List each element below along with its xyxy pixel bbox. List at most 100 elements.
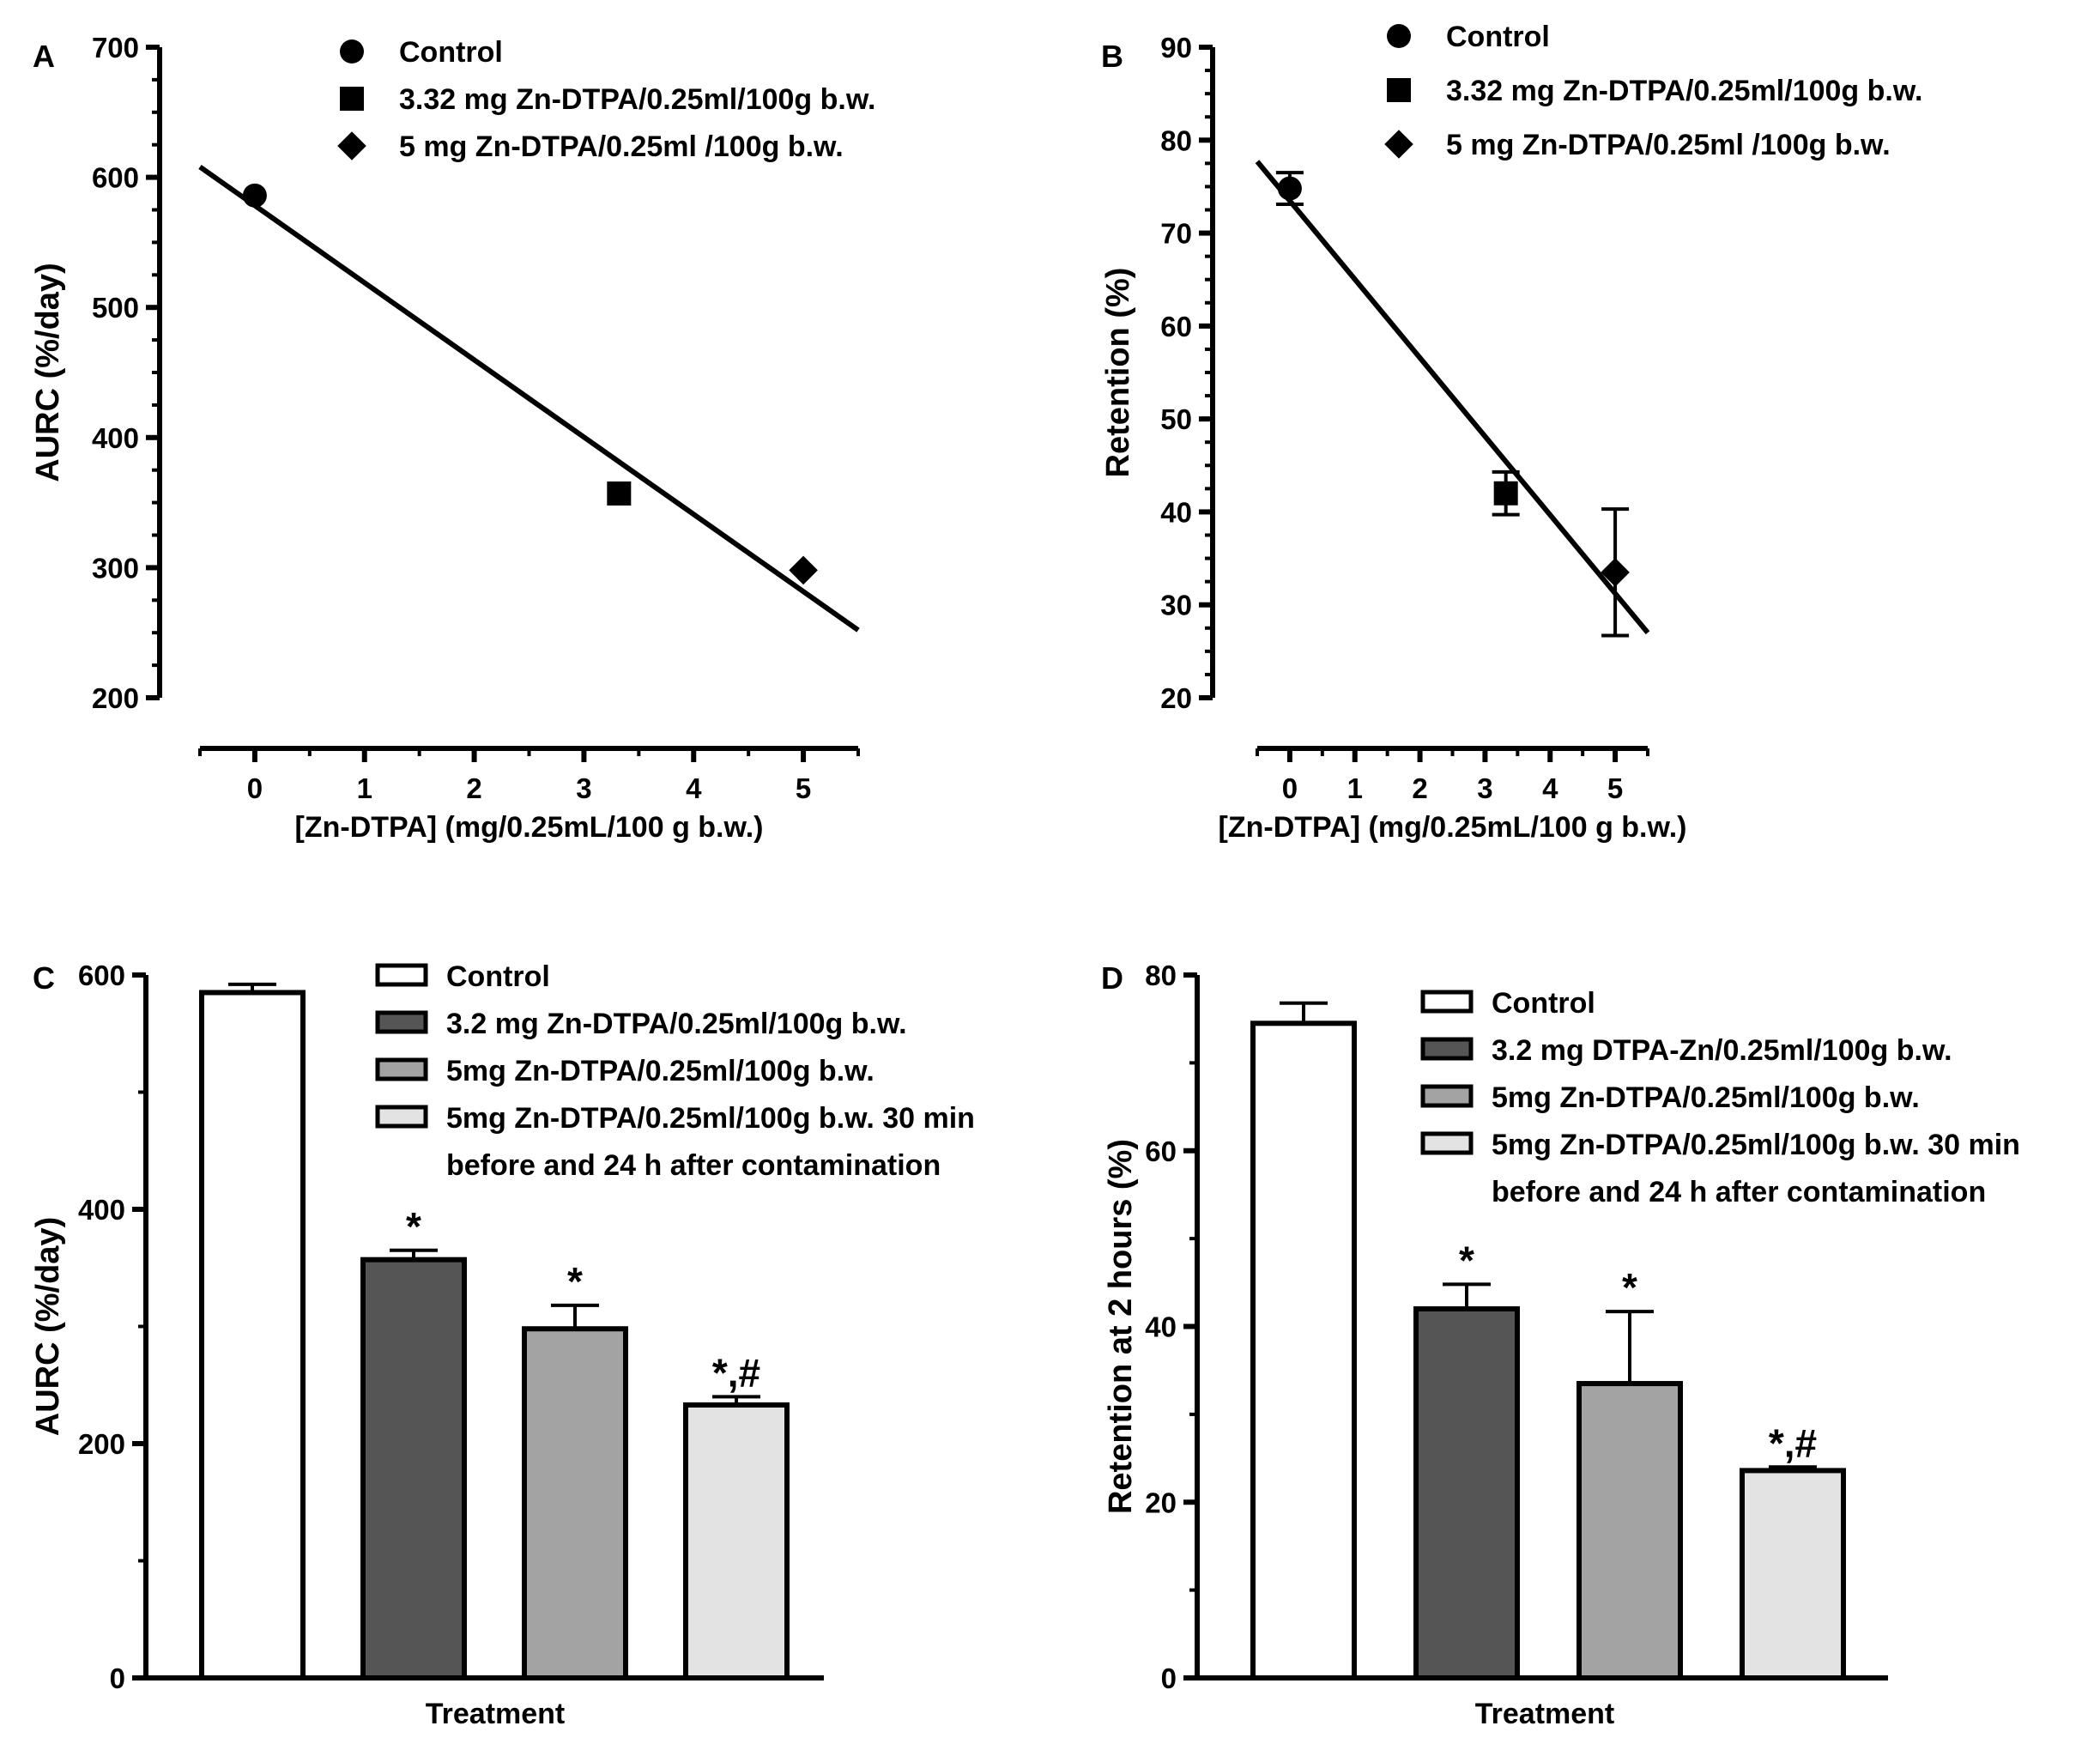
legend-marker <box>340 87 364 111</box>
legend-swatch <box>1420 1084 1474 1108</box>
x-tick-label: 1 <box>357 772 372 804</box>
x-tick-label: 1 <box>1347 772 1363 804</box>
data-point <box>607 481 632 506</box>
y-axis-label: AURC (%/day) <box>30 1217 66 1436</box>
y-tick-label: 90 <box>1160 32 1192 64</box>
y-tick-label: 600 <box>92 162 139 194</box>
y-tick-label: 50 <box>1160 403 1192 435</box>
y-axis-label: Retention (%) <box>1100 268 1136 478</box>
y-tick-label: 30 <box>1160 590 1192 621</box>
panel-letter: C <box>33 960 55 996</box>
data-point <box>1601 558 1630 587</box>
y-tick-label: 300 <box>92 552 139 584</box>
y-tick-label: 60 <box>1160 311 1192 342</box>
panel-d: D 0 20 40 60 80 * * *,# Treatment Retention at 2 h… <box>1101 960 2020 1730</box>
bar <box>1250 1020 1357 1680</box>
x-axis-label: [Zn-DTPA] (mg/0.25mL/100 g b.w.) <box>295 811 764 844</box>
x-axis-label: Treatment <box>426 1698 566 1730</box>
legend-label: 5mg Zn-DTPA/0.25ml/100g b.w. 30 min <box>446 1102 975 1135</box>
significance-label: *,# <box>1769 1420 1817 1465</box>
legend-label: 5mg Zn-DTPA/0.25ml/100g b.w. 30 min <box>1492 1129 2020 1161</box>
regression-line <box>1255 160 1650 635</box>
bar <box>522 1326 628 1680</box>
y-axis-label: AURC (%/day) <box>30 263 66 481</box>
legend-marker <box>1387 78 1411 102</box>
legend-swatch <box>375 1010 428 1034</box>
legend-label: Control <box>1446 21 1550 53</box>
y-tick-label: 40 <box>1145 1311 1177 1343</box>
legend-swatch <box>375 963 428 987</box>
legend-marker <box>337 131 366 160</box>
legend-swatch <box>1420 990 1474 1014</box>
significance-label: *,# <box>712 1350 760 1395</box>
x-tick-label: 4 <box>1542 772 1558 804</box>
legend-swatch <box>375 1105 428 1129</box>
y-tick-label: 80 <box>1145 960 1177 991</box>
significance-label: * <box>406 1204 421 1249</box>
y-tick-label: 0 <box>1161 1662 1177 1694</box>
legend-swatch <box>1420 1131 1474 1155</box>
y-tick-label: 0 <box>110 1662 125 1694</box>
legend-label: Control <box>446 960 550 993</box>
regression-line <box>198 165 860 633</box>
bar <box>360 1257 467 1680</box>
y-tick-label: 40 <box>1160 496 1192 528</box>
x-tick-label: 0 <box>247 772 263 804</box>
significance-label: * <box>1459 1238 1474 1282</box>
legend-label: Control <box>1492 987 1595 1020</box>
y-tick-label: 600 <box>78 960 125 991</box>
significance-label: * <box>1622 1265 1637 1310</box>
y-tick-label: 70 <box>1160 218 1192 250</box>
y-tick-label: 500 <box>92 292 139 324</box>
x-tick-label: 2 <box>1412 772 1427 804</box>
y-tick-label: 80 <box>1160 124 1192 156</box>
x-tick-label: 4 <box>686 772 702 804</box>
legend-marker <box>1384 130 1413 159</box>
legend-marker <box>1387 24 1411 48</box>
legend-label: 3.2 mg DTPA-Zn/0.25ml/100g b.w. <box>1492 1034 1952 1067</box>
legend-label: 5 mg Zn-DTPA/0.25ml /100g b.w. <box>1446 129 1891 161</box>
legend-marker <box>340 39 364 64</box>
x-axis-label: Treatment <box>1475 1698 1615 1730</box>
x-tick-label: 5 <box>796 772 811 804</box>
y-tick-label: 20 <box>1145 1487 1177 1518</box>
legend-label: 3.2 mg Zn-DTPA/0.25ml/100g b.w. <box>446 1008 907 1040</box>
legend-label: 3.32 mg Zn-DTPA/0.25ml/100g b.w. <box>1446 75 1923 107</box>
data-point <box>1493 481 1518 506</box>
y-tick-label: 200 <box>92 682 139 714</box>
legend-label: 5mg Zn-DTPA/0.25ml/100g b.w. <box>446 1055 874 1087</box>
legend-label: before and 24 h after contamination <box>446 1149 941 1182</box>
data-point <box>789 555 818 585</box>
panel-c: C 0 200 400 600 * * *,# Treatment AURC (%/day) Con… <box>30 960 975 1730</box>
legend-label: 5mg Zn-DTPA/0.25ml/100g b.w. <box>1492 1081 1920 1114</box>
bar <box>199 990 306 1680</box>
panel-letter: A <box>33 39 55 74</box>
x-tick-label: 2 <box>466 772 481 804</box>
panel-letter: D <box>1101 960 1123 996</box>
legend-label: 3.32 mg Zn-DTPA/0.25ml/100g b.w. <box>399 83 876 116</box>
y-tick-label: 60 <box>1145 1135 1177 1167</box>
y-tick-label: 400 <box>78 1194 125 1226</box>
significance-label: * <box>567 1259 583 1304</box>
data-point <box>1277 176 1302 201</box>
x-axis-label: [Zn-DTPA] (mg/0.25mL/100 g b.w.) <box>1219 811 1687 844</box>
y-tick-label: 700 <box>92 32 139 64</box>
legend-label: before and 24 h after contamination <box>1492 1176 1986 1208</box>
legend-label: Control <box>399 36 503 69</box>
legend-swatch <box>375 1057 428 1081</box>
x-tick-label: 0 <box>1282 772 1298 804</box>
bar <box>1413 1306 1520 1681</box>
bar <box>683 1402 790 1680</box>
x-tick-label: 3 <box>1477 772 1492 804</box>
data-point <box>242 183 267 208</box>
panel-letter: B <box>1101 39 1123 74</box>
panel-b: B 20 30 40 50 60 70 80 90 0 1 2 3 4 5 [Zn-DTPA] (mg/0.2… <box>1100 21 1923 844</box>
y-axis-label: Retention at 2 hours (%) <box>1103 1139 1139 1514</box>
y-tick-label: 20 <box>1160 682 1192 714</box>
bar <box>1577 1381 1683 1680</box>
y-tick-label: 400 <box>92 422 139 454</box>
panel-a: A 200 300 400 500 600 700 0 1 2 3 4 5 [Zn-DTPA] (mg/0… <box>30 32 876 844</box>
y-tick-label: 200 <box>78 1428 125 1460</box>
legend-swatch <box>1420 1037 1474 1061</box>
